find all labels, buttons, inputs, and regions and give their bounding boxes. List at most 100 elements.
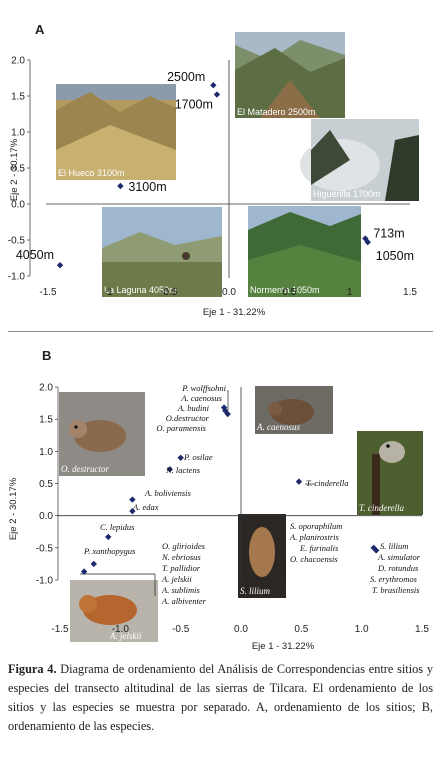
photo-a-caenosus: A. caenosus	[255, 386, 333, 434]
y-tick-label: -0.5	[36, 543, 54, 554]
photo-a-jelskii: A. jelskii	[70, 580, 158, 642]
species-label: A. boliviensis	[144, 488, 191, 498]
panel-b-y-axis-title: Eje 2 - 30.17%	[8, 477, 19, 540]
y-tick-label: -1.0	[8, 272, 26, 283]
species-label: O. chacoensis	[290, 554, 338, 564]
species-label: O.destructor	[166, 413, 210, 423]
panel-a-letter: A	[35, 22, 45, 37]
y-tick-label: 0.0	[39, 511, 53, 522]
photo-t-cinderella: T. cinderella	[357, 431, 423, 515]
data-point	[117, 182, 124, 190]
data-point	[295, 478, 303, 485]
y-tick-label: 0.5	[11, 164, 25, 175]
x-tick-label: 0.5	[282, 287, 296, 298]
site-label: 3100m	[128, 180, 166, 194]
panel-a: A El Matadero 2500m El Hueco 3100m Higue…	[0, 0, 441, 330]
data-point	[362, 235, 369, 242]
species-label: C. lepidus	[100, 522, 135, 532]
species-label: N. ebriosus	[161, 552, 201, 562]
figure-caption-label: Figura 4.	[8, 662, 57, 676]
y-tick-label: -0.5	[8, 236, 26, 247]
photo-caption-higuerilla: Higuerilla 1700m	[313, 189, 381, 199]
figure-caption: Figura 4. Diagrama de ordenamiento del A…	[8, 660, 433, 736]
species-label: T. pallidior	[162, 563, 201, 573]
x-tick-label: -1.0	[112, 624, 130, 635]
photo-caption-o-destructor: O. destructor	[61, 464, 109, 474]
x-tick-label: 1	[347, 287, 353, 298]
panel-a-axes	[46, 60, 410, 278]
species-label: T. cinderella	[306, 478, 349, 488]
site-label: 4050m	[16, 248, 54, 262]
panel-a-y-axis-title: Eje 2 - 30.17%	[9, 138, 20, 201]
panel-b-letter: B	[42, 348, 52, 363]
species-label: A. simulator	[377, 552, 421, 562]
panel-a-chart: El Matadero 2500m El Hueco 3100m Higueri…	[8, 32, 419, 318]
panel-b-chart: O. destructor A. caenosus T. cinderella …	[8, 383, 429, 653]
species-label: E. furinalis	[299, 543, 339, 553]
photo-higuerilla: Higuerilla 1700m	[300, 119, 419, 201]
x-tick-label: -0.5	[160, 287, 178, 298]
panel-b-x-axis-title: Eje 1 - 31.22%	[252, 641, 315, 652]
y-tick-label: 0.5	[39, 479, 53, 490]
species-label: A. sublimis	[161, 585, 200, 595]
species-label: T. brasiliensis	[372, 585, 420, 595]
panel-a-points: 2500m 1700m 3100m 4050m 713m 1050m	[16, 70, 414, 269]
data-point	[166, 466, 174, 473]
photo-caption-s-lilium: S. lilium	[240, 586, 271, 596]
y-tick-label: -1.0	[36, 576, 54, 587]
data-point	[90, 560, 97, 568]
data-point	[364, 238, 371, 246]
y-tick-label: 1.0	[39, 447, 53, 458]
data-point	[129, 496, 136, 503]
site-label: 1050m	[376, 249, 414, 263]
data-point	[105, 533, 112, 541]
leader-lines	[80, 390, 315, 596]
panel-divider	[8, 331, 433, 332]
x-tick-label: -1.5	[39, 287, 57, 298]
x-tick-label: -0.5	[172, 624, 190, 635]
data-point	[129, 507, 136, 515]
species-labels: P. wolffsohni A. caenosus A. budini O.de…	[83, 383, 421, 606]
photo-caption-la-laguna: La Laguna 4050m	[104, 285, 177, 295]
species-label: N. lactens	[165, 465, 201, 475]
y-tick-label: 1.5	[39, 415, 53, 426]
species-label: O. glirioides	[162, 541, 206, 551]
x-tick-label: 1.5	[415, 624, 429, 635]
site-label: 1700m	[175, 98, 213, 112]
species-label: A. edax	[132, 502, 159, 512]
species-label: A. planirostris	[289, 532, 339, 542]
panel-b: B O. destructor A. caenosus T. cinderell…	[0, 334, 441, 654]
x-tick-label: -1.5	[51, 624, 69, 635]
species-label: P. xanthopygus	[83, 546, 136, 556]
species-label: A. budini	[177, 403, 210, 413]
site-label: 2500m	[167, 70, 205, 84]
photo-caption-a-jelskii: A. jelskii	[109, 631, 142, 641]
y-tick-label: 1.5	[11, 92, 25, 103]
species-label: S. lilium	[380, 541, 408, 551]
panel-b-axes	[58, 387, 422, 582]
panel-a-x-axis-title: Eje 1 - 31.22%	[203, 307, 266, 318]
x-tick-label: 0.0	[222, 287, 236, 298]
x-tick-label: 0.0	[234, 624, 248, 635]
species-label: S. erythromos	[370, 574, 418, 584]
y-tick-label: 2.0	[39, 383, 53, 394]
photo-el-hueco: El Hueco 3100m	[56, 84, 176, 180]
photo-normenta: Normenta 1050m	[248, 206, 361, 297]
photo-caption-a-caenosus: A. caenosus	[256, 422, 300, 432]
species-label: O. paramensis	[156, 423, 206, 433]
photo-caption-normenta: Normenta 1050m	[250, 285, 320, 295]
y-tick-label: 0.0	[11, 200, 25, 211]
x-tick-label: 0.5	[294, 624, 308, 635]
species-label: S. oporaphilum	[290, 521, 342, 531]
species-label: A. caenosus	[180, 393, 222, 403]
x-tick-label: 1.5	[403, 287, 417, 298]
species-label: A. albiventer	[161, 596, 207, 606]
y-tick-label: 1.0	[11, 128, 25, 139]
photo-el-matadero: El Matadero 2500m	[235, 32, 345, 118]
species-label: A. jelskii	[161, 574, 192, 584]
panel-a-ticks: 2.0 1.5 1.0 0.5 0.0 -0.5 -1.0 -1.5 -1 -0.5 0.0 0.5 1…	[8, 56, 418, 299]
photo-caption-el-matadero: El Matadero 2500m	[237, 107, 316, 117]
species-label: P. wolffsohni	[181, 383, 226, 393]
x-tick-label: -1	[104, 287, 113, 298]
species-label: D. rotundus	[377, 563, 419, 573]
